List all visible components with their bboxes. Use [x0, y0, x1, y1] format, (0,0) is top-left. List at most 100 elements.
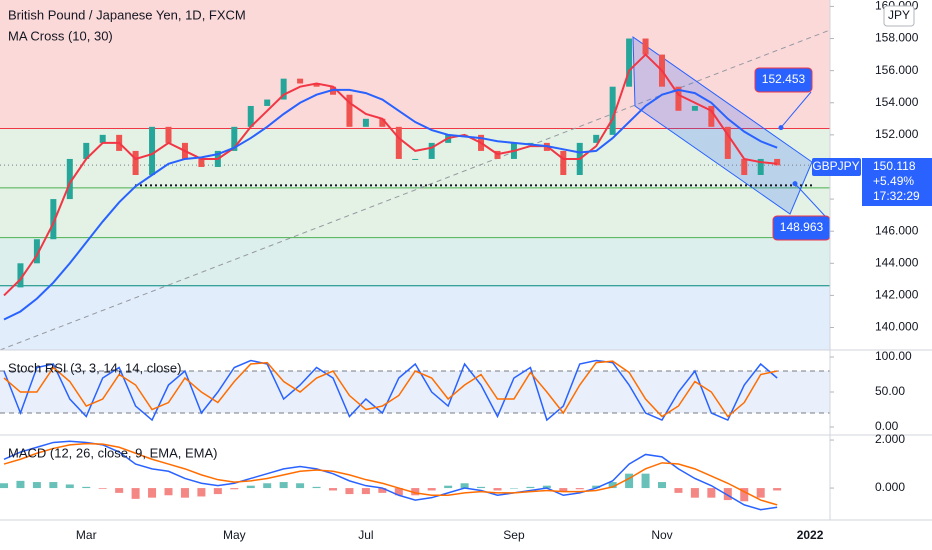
candle	[149, 126, 156, 175]
histogram-bar	[444, 485, 453, 489]
target-box	[754, 67, 813, 93]
candle	[675, 86, 682, 111]
series-line	[3, 440, 778, 511]
histogram-bar	[690, 488, 699, 498]
indicator-title: MA Cross (10, 30)	[8, 28, 113, 43]
candle	[724, 126, 731, 159]
band-fill	[0, 371, 830, 414]
histogram-bar	[213, 488, 222, 495]
histogram-bar	[674, 488, 683, 493]
histogram-bar	[378, 488, 387, 493]
histogram-bar	[65, 484, 74, 489]
plot: 152.453 148.963	[0, 38, 831, 511]
candle	[741, 158, 748, 175]
candle	[99, 134, 106, 143]
series-line	[3, 442, 778, 506]
histogram-bar	[394, 488, 403, 496]
candle	[33, 239, 40, 264]
histogram-bar	[296, 483, 305, 489]
currency-box	[883, 5, 915, 27]
candle	[297, 78, 304, 84]
change-label: +5.49%	[873, 174, 914, 188]
histogram-bar	[345, 488, 354, 495]
indicator-title: Stoch RSI (3, 3, 14, 14, close)	[8, 360, 181, 375]
histogram-bar	[197, 488, 206, 497]
zone	[0, 237, 830, 286]
series-line	[3, 53, 778, 297]
histogram-bar	[411, 488, 420, 496]
histogram-bar	[707, 488, 716, 498]
y-tick-label: 2.000	[875, 432, 905, 446]
countdown: 17:32:29	[873, 189, 920, 203]
candle	[83, 142, 90, 159]
histogram-bar	[279, 482, 288, 489]
histogram-bar	[641, 473, 650, 489]
candle	[642, 38, 649, 55]
candle	[757, 158, 764, 175]
y-tick-label: 50.00	[875, 384, 905, 398]
y-tick-label: 0.00	[875, 419, 899, 433]
histogram-bar	[246, 485, 255, 489]
candle	[379, 118, 386, 127]
y-tick-label: 154.000	[875, 95, 919, 109]
y-tick-label: 140.000	[875, 320, 919, 334]
x-tick-label: Sep	[503, 528, 525, 542]
x-tick-label: 2022	[797, 528, 824, 542]
histogram-bar	[16, 480, 25, 489]
histogram-bar	[460, 483, 469, 489]
candle	[346, 94, 353, 127]
currency: JPY	[888, 8, 910, 22]
histogram-bar	[592, 485, 601, 489]
symbol-label: GBPJPY	[812, 159, 859, 173]
histogram-bar	[32, 482, 41, 489]
last-price: 150.118	[873, 159, 916, 173]
series-line	[3, 360, 778, 418]
histogram-bar	[493, 488, 502, 491]
histogram-bar	[658, 482, 666, 489]
candle	[560, 150, 567, 175]
histogram-bar	[575, 488, 584, 490]
candle	[626, 38, 633, 87]
y-tick-label: 156.000	[875, 63, 919, 77]
histogram-bar	[427, 488, 436, 491]
target-point	[792, 181, 798, 187]
y-tick-label: 100.00	[875, 349, 912, 363]
candle	[774, 158, 781, 166]
candle	[527, 142, 534, 144]
candle	[362, 118, 369, 127]
trend-line	[0, 29, 831, 351]
histogram-bar	[115, 488, 124, 493]
histogram-bar	[312, 486, 321, 489]
candle	[428, 142, 435, 159]
candle	[17, 263, 24, 288]
histogram-bar	[98, 488, 107, 489]
y-tick-label: 152.000	[875, 127, 919, 141]
candle	[247, 105, 254, 127]
chart-title: British Pound / Japanese Yen, 1D, FXCM	[8, 7, 246, 22]
indicator-title: MACD (12, 26, close, 9, EMA, EMA)	[8, 445, 218, 460]
candle	[313, 83, 320, 87]
histogram-bar	[180, 488, 189, 498]
target-label: 152.453	[762, 72, 806, 86]
symbol-box	[812, 158, 861, 176]
target-point	[778, 125, 784, 131]
candle	[66, 158, 73, 200]
histogram-bar	[526, 486, 535, 489]
candle	[593, 134, 600, 143]
candle	[264, 99, 271, 106]
candle	[198, 158, 205, 167]
series-line	[3, 88, 778, 321]
target-arrow	[794, 183, 826, 217]
zones	[0, 0, 830, 350]
candle	[231, 126, 238, 151]
histogram-bar	[263, 483, 272, 489]
candle	[165, 126, 172, 143]
histogram-bar	[608, 482, 617, 489]
candle	[691, 105, 698, 111]
y-tick-label: 146.000	[875, 223, 919, 237]
y-tick-label: 142.000	[875, 288, 919, 302]
histogram-bar	[82, 486, 91, 489]
candle	[395, 126, 402, 159]
candle	[412, 158, 419, 160]
x-tick-label: May	[223, 528, 246, 542]
